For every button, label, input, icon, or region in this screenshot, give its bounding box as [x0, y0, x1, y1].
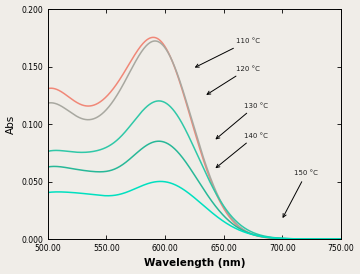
Text: 140 °C: 140 °C	[216, 133, 267, 168]
Y-axis label: Abs: Abs	[5, 115, 15, 134]
X-axis label: Wavelength (nm): Wavelength (nm)	[144, 258, 245, 269]
Text: 130 °C: 130 °C	[216, 103, 268, 139]
Text: 110 °C: 110 °C	[195, 38, 260, 67]
Text: 120 °C: 120 °C	[207, 66, 260, 94]
Text: 150 °C: 150 °C	[283, 170, 318, 217]
